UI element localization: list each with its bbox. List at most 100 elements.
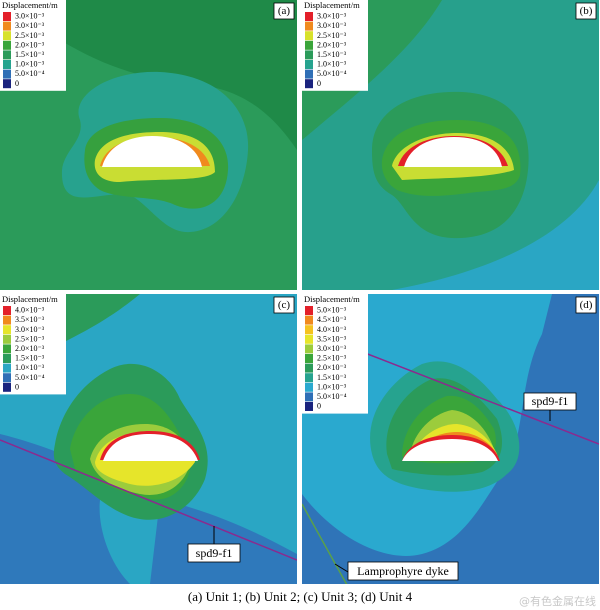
panel-label: (b) (580, 5, 593, 17)
panel-label-box (273, 296, 295, 314)
legend-title: Displacement/m (2, 294, 58, 304)
legend-title: Displacement/m (304, 0, 360, 10)
legend-swatch (305, 392, 313, 402)
legend-label: 2.0×10⁻³ (317, 363, 347, 372)
legend-label: 5.0×10⁻⁴ (15, 373, 45, 382)
panel-b: Displacement/m3.0×10⁻³3.0×10⁻³2.5×10⁻³2.… (302, 0, 599, 290)
legend-label: 3.0×10⁻³ (317, 21, 347, 30)
legend-swatch (3, 315, 11, 325)
legend-swatch (305, 382, 313, 392)
legend-swatch (305, 315, 313, 325)
panel-label: (a) (278, 5, 291, 17)
legend-swatch (305, 31, 313, 41)
legend-swatch (305, 60, 313, 69)
caption: (a) Unit 1; (b) Unit 2; (c) Unit 3; (d) … (188, 589, 413, 604)
legend-title: Displacement/m (2, 0, 58, 10)
fault-line (0, 439, 297, 561)
panel-label-box (575, 296, 597, 314)
legend-swatch (305, 69, 313, 79)
fault-line (364, 352, 599, 445)
legend-swatch (305, 50, 313, 60)
legend-swatch (3, 382, 11, 392)
legend-swatch (305, 79, 313, 89)
panel-label-box (575, 2, 597, 20)
legend-label: 0 (15, 382, 19, 391)
legend-swatch (305, 325, 313, 335)
annotation-box (347, 561, 459, 581)
tunnel (102, 136, 202, 167)
tunnel (402, 439, 498, 461)
legend-swatch (3, 69, 11, 79)
watermark: @有色金属在线 (519, 594, 596, 608)
legend-swatch (3, 31, 11, 41)
legend-label: 5.0×10⁻³ (317, 306, 347, 315)
legend-swatch (3, 21, 11, 31)
legend-label: 3.0×10⁻³ (317, 12, 347, 21)
legend-label: 5.0×10⁻⁴ (317, 392, 347, 401)
legend-label: 4.0×10⁻³ (317, 325, 347, 334)
panel-label-box (273, 2, 295, 20)
legend-label: 2.5×10⁻³ (15, 31, 45, 40)
legend-swatch (3, 12, 11, 21)
legend-swatch (305, 334, 313, 344)
panel-d: spd9-f1 Lamprophyre dyke Displacement/m 5… (302, 294, 599, 584)
legend-label: 3.0×10⁻³ (15, 325, 45, 334)
legend-swatch (305, 21, 313, 31)
legend-swatch (3, 334, 11, 344)
legend-label: 5.0×10⁻⁴ (317, 69, 347, 78)
legend-label: 0 (317, 79, 321, 88)
legend-swatch (3, 354, 11, 363)
annotation: spd9-f1 (532, 394, 569, 408)
legend-label: 3.0×10⁻³ (15, 21, 45, 30)
contour (54, 294, 140, 344)
panel-c: spd9-f1 Displacement/m 4.0×10⁻³3.5×10⁻³3.… (0, 294, 297, 584)
legend-swatch (3, 79, 11, 89)
tunnel (103, 434, 198, 461)
legend-label: 0 (317, 402, 321, 411)
legend-label: 2.5×10⁻³ (317, 354, 347, 363)
annotation-box (523, 392, 577, 411)
panel-a: Displacement/m3.0×10⁻³3.0×10⁻³2.5×10⁻³2.… (0, 0, 297, 290)
legend-swatch (3, 40, 11, 50)
legend-label: 1.0×10⁻³ (317, 60, 347, 69)
legend-label: 3.5×10⁻³ (15, 315, 45, 324)
legend-swatch (305, 354, 313, 363)
legend-label: 1.5×10⁻³ (15, 354, 45, 363)
legend-label: 3.0×10⁻³ (317, 344, 347, 353)
legend-label: 1.0×10⁻³ (317, 382, 347, 391)
legend-swatch (3, 344, 11, 354)
leader-line (334, 563, 349, 573)
tunnel (404, 137, 502, 167)
legend-swatch (3, 50, 11, 60)
legend-label: 1.0×10⁻³ (15, 60, 45, 69)
annotation: Lamprophyre dyke (357, 564, 449, 578)
legend-label: 0 (15, 79, 19, 88)
legend-label: 2.5×10⁻³ (15, 334, 45, 343)
legend-label: 1.5×10⁻³ (317, 50, 347, 59)
legend-title: Displacement/m (304, 294, 360, 304)
legend-label: 4.0×10⁻³ (15, 306, 45, 315)
legend-label: 1.5×10⁻³ (317, 373, 347, 382)
panel-label: (d) (580, 299, 593, 311)
annotation-box (187, 543, 241, 563)
legend-label: 4.5×10⁻³ (317, 315, 347, 324)
legend-label: 2.5×10⁻³ (317, 31, 347, 40)
contour (302, 294, 599, 584)
dyke-line (302, 503, 348, 584)
legend-swatch (305, 12, 313, 21)
legend-label: 5.0×10⁻⁴ (15, 69, 45, 78)
legend-label: 2.0×10⁻³ (317, 40, 347, 49)
legend-swatch (305, 402, 313, 411)
contour (392, 180, 599, 290)
legend-swatch (3, 60, 11, 69)
legend-swatch (3, 325, 11, 335)
legend-swatch (3, 306, 11, 315)
legend-swatch (305, 40, 313, 50)
legend-label: 2.0×10⁻³ (15, 40, 45, 49)
legend-label: 1.0×10⁻³ (15, 363, 45, 372)
legend-swatch (305, 363, 313, 373)
legend-swatch (3, 373, 11, 383)
legend-swatch (305, 306, 313, 315)
